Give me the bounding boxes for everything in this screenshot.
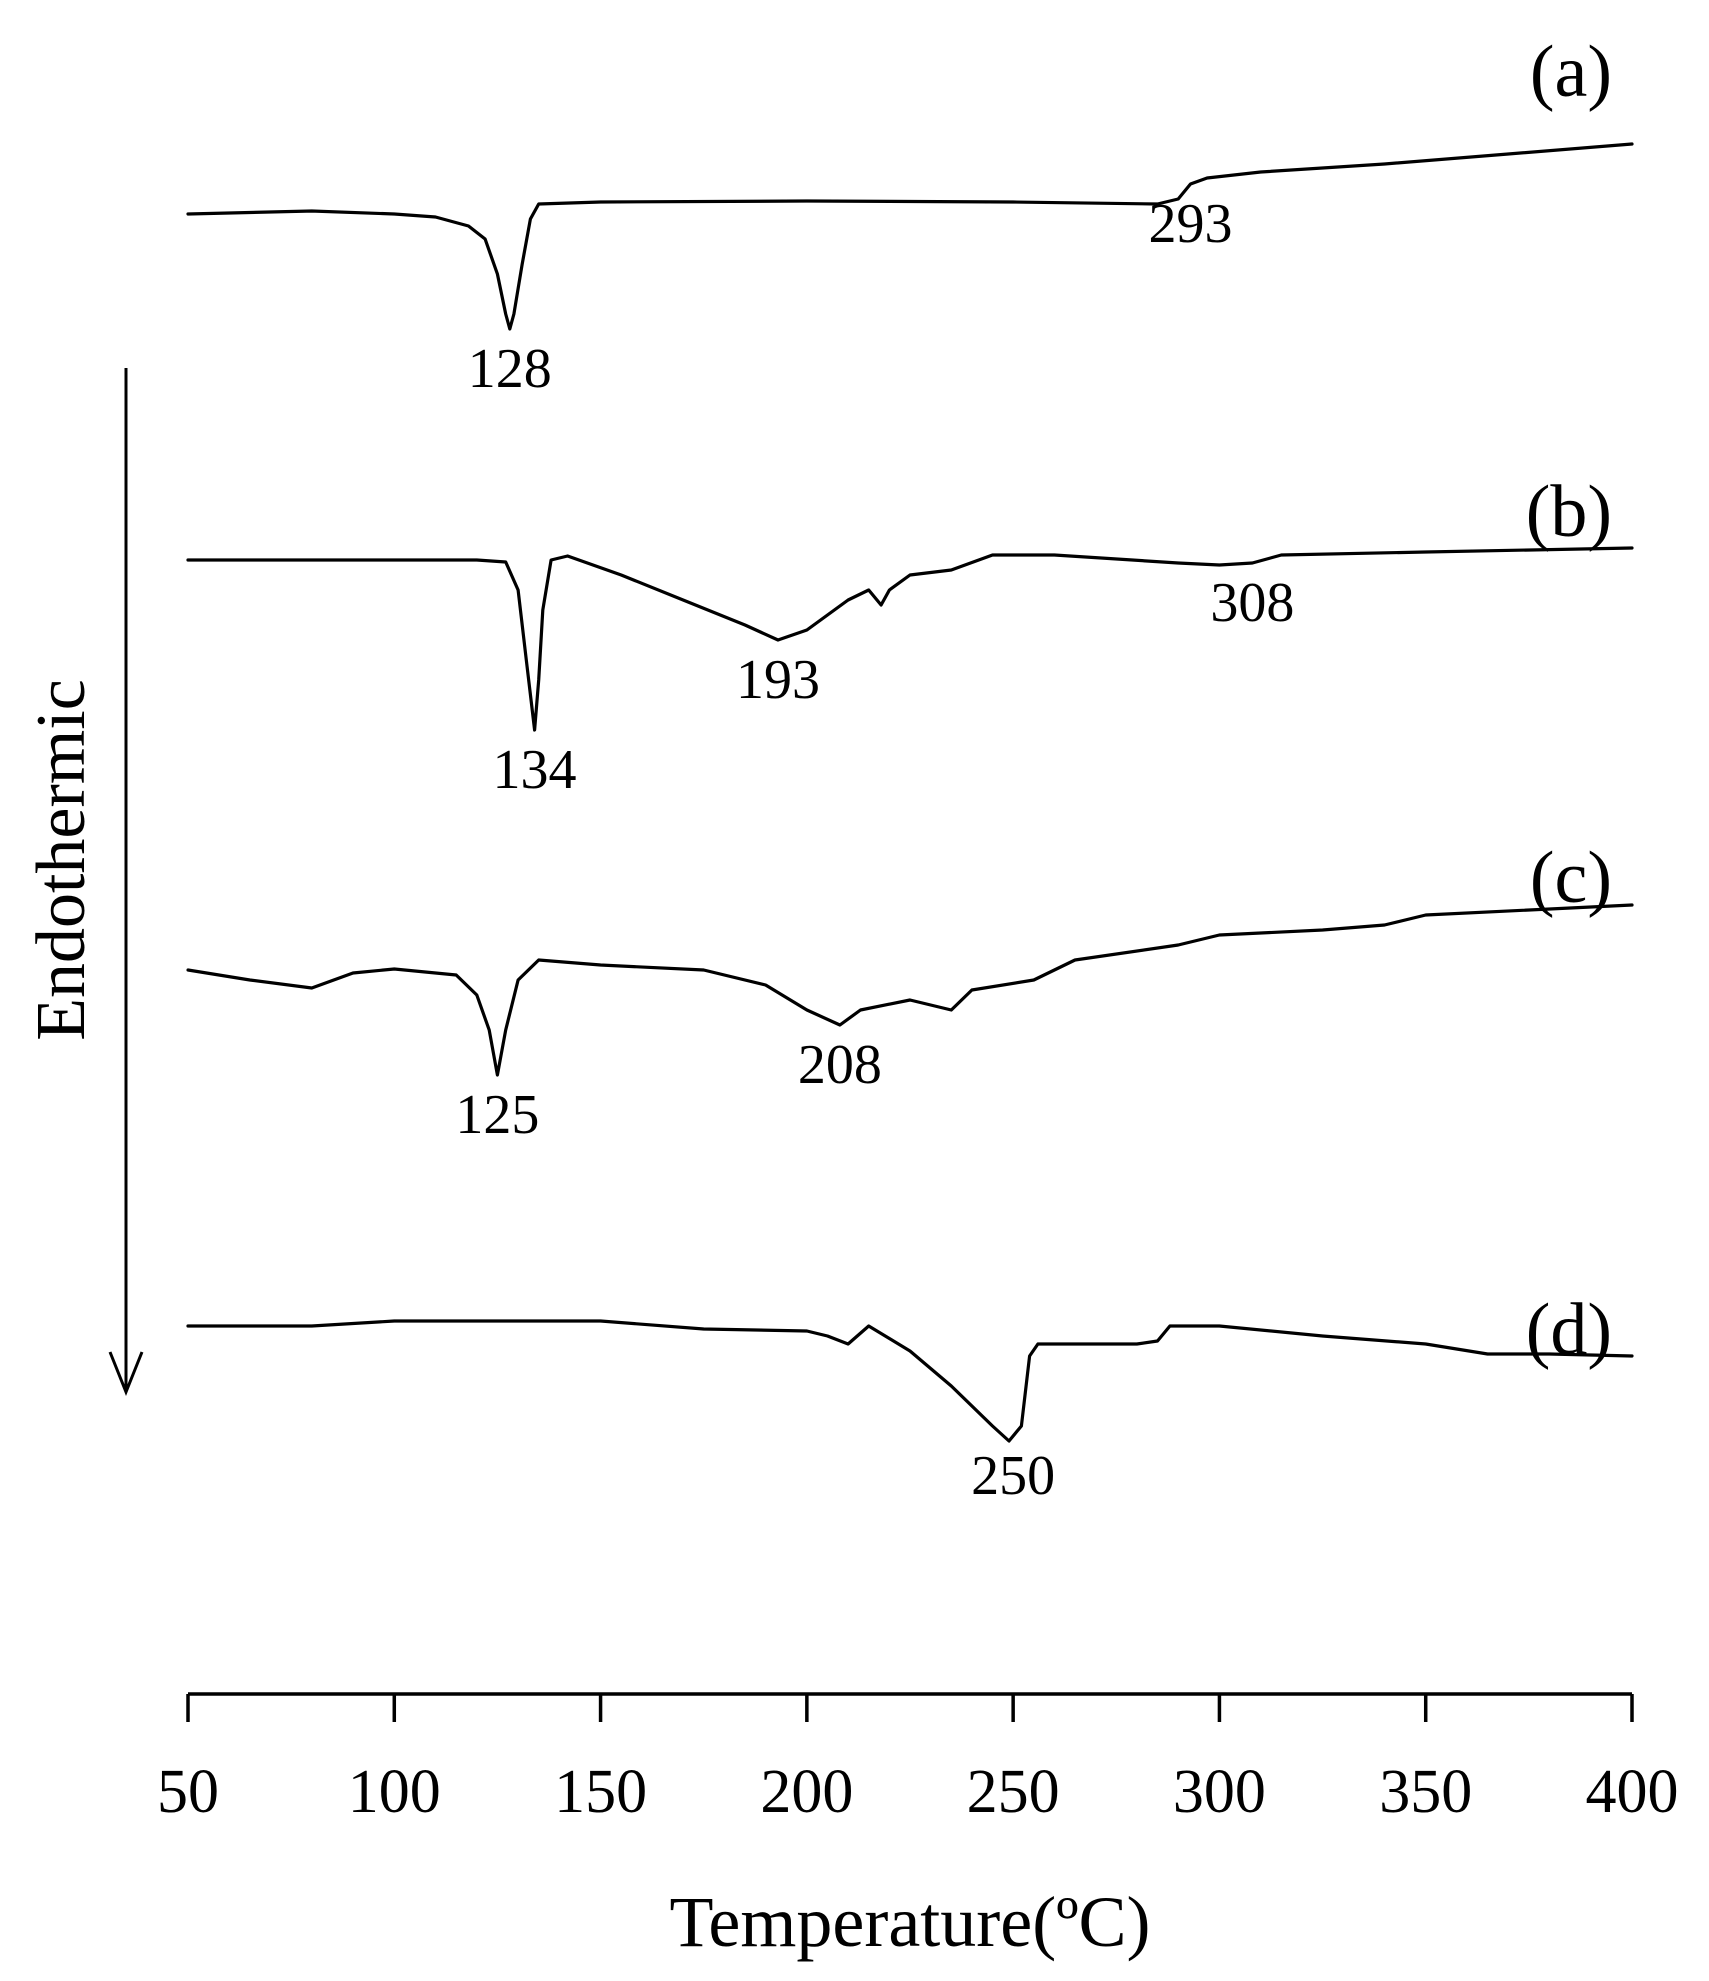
peak-label-293: 293	[1149, 193, 1233, 255]
x-tick-label-400: 400	[1586, 1758, 1679, 1826]
peak-label-250: 250	[971, 1445, 1055, 1507]
x-tick-label-50: 50	[157, 1758, 219, 1826]
curve-label-a: (a)	[1530, 31, 1612, 113]
peak-label-193: 193	[736, 649, 820, 711]
dsc-curve-a	[186, 142, 1634, 331]
x-tick-label-100: 100	[348, 1758, 441, 1826]
peak-label-134: 134	[493, 739, 577, 801]
dsc-curve-b	[186, 546, 1634, 732]
y-axis-label: Endothermic	[23, 679, 100, 1041]
x-tick-label-350: 350	[1379, 1758, 1472, 1826]
peak-label-group: 128 293 134 193 308 125 208 250	[455, 193, 1294, 1507]
peak-label-308: 308	[1210, 572, 1294, 634]
peak-label-128: 128	[468, 338, 552, 400]
x-tick-group: 50 100 150 200 250 300 350 400	[157, 1694, 1679, 1826]
peak-label-125: 125	[455, 1084, 539, 1146]
curve-label-c: (c)	[1530, 837, 1612, 919]
endothermic-arrow-head	[108, 1351, 144, 1397]
x-tick-label-250: 250	[967, 1758, 1060, 1826]
x-axis-title: Temperature(ºC)	[669, 1882, 1150, 1962]
curve-group	[186, 142, 1634, 1443]
curve-label-d: (d)	[1526, 1289, 1612, 1371]
curve-label-b: (b)	[1526, 471, 1612, 553]
x-tick-label-300: 300	[1173, 1758, 1266, 1826]
x-tick-label-150: 150	[554, 1758, 647, 1826]
peak-label-208: 208	[798, 1034, 882, 1096]
curve-label-group: (a) (b) (c) (d)	[1526, 31, 1612, 1371]
dsc-curve-c	[186, 903, 1634, 1077]
dsc-curve-d	[186, 1319, 1634, 1443]
x-tick-label-200: 200	[760, 1758, 853, 1826]
endothermic-arrow	[108, 368, 144, 1397]
